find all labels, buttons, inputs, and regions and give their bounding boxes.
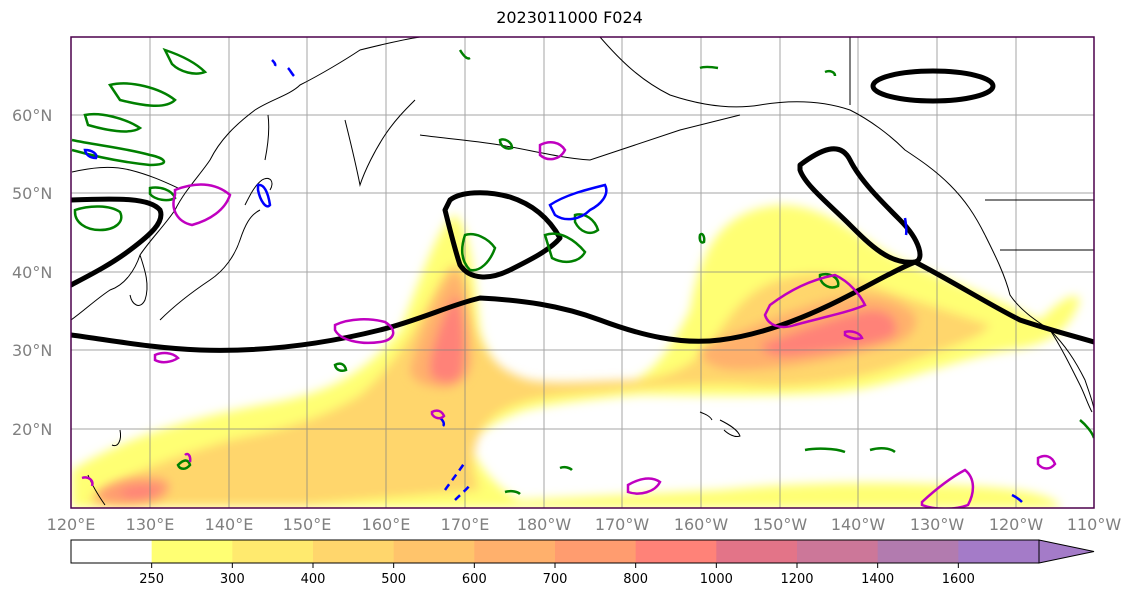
colorbar-segment: [232, 540, 314, 563]
lon-label-140e: 140°E: [205, 515, 254, 534]
colorbar-segment: [474, 540, 556, 563]
lat-label-50n: 50°N: [12, 184, 52, 203]
colorbar-segment: [151, 540, 233, 563]
lon-label-160e: 160°E: [362, 515, 411, 534]
lon-label-120w: 120°W: [989, 515, 1044, 534]
magenta-contours: [81, 141, 1057, 508]
lat-label-20n: 20°N: [12, 420, 52, 439]
colorbar-segment: [71, 540, 153, 563]
lat-label-60n: 60°N: [12, 106, 52, 125]
lon-label-140w: 140°W: [831, 515, 886, 534]
black-contours: [71, 68, 1094, 353]
colorbar-tick-label: 1400: [861, 572, 894, 587]
colorbar-segment: [958, 540, 1040, 563]
coastlines: [71, 37, 1094, 506]
lon-label-130w: 130°W: [910, 515, 965, 534]
colorbar-segment: [716, 540, 798, 563]
colorbar-segment: [313, 540, 395, 563]
colorbar-tick-label: 600: [462, 572, 487, 587]
lon-label-130e: 130°E: [126, 515, 175, 534]
colorbar-segment: [393, 540, 475, 563]
green-contours: [71, 47, 1094, 495]
colorbar-tick-label: 700: [543, 572, 568, 587]
colorbar-tick-label: 500: [381, 572, 406, 587]
colorbar-segment: [797, 540, 879, 563]
colorbar-tick-label: 1000: [700, 572, 733, 587]
colorbar-segment: [635, 540, 717, 563]
colorbar-segment: [877, 540, 959, 563]
latitude-labels: 60°N 50°N 40°N 30°N 20°N: [12, 106, 52, 439]
blue-contours: [83, 59, 1023, 503]
map-title: 2023011000 F024: [496, 8, 643, 27]
colorbar-tick-label: 1200: [780, 572, 813, 587]
colorbar-tick-label: 400: [301, 572, 326, 587]
colorbar-tick-label: 1600: [942, 572, 975, 587]
lon-label-150w: 150°W: [753, 515, 808, 534]
lon-label-180w: 180°W: [517, 515, 572, 534]
colorbar: 250 300 400 500 600 700 800 1000 1200 1400 1600: [70, 539, 1095, 587]
lat-label-40n: 40°N: [12, 263, 52, 282]
lon-label-150e: 150°E: [283, 515, 332, 534]
lon-label-170w: 170°W: [595, 515, 650, 534]
colorbar-tick-label: 250: [139, 572, 164, 587]
colorbar-tick-label: 800: [623, 572, 648, 587]
lon-label-120e: 120°E: [47, 515, 96, 534]
lat-label-30n: 30°N: [12, 341, 52, 360]
longitude-labels: 120°E 130°E 140°E 150°E 160°E 170°E 180°…: [47, 515, 1122, 534]
lon-label-170e: 170°E: [441, 515, 490, 534]
colorbar-segment: [555, 540, 637, 563]
map-frame: [70, 36, 1095, 509]
colorbar-extend-triangle: [1038, 539, 1095, 564]
lon-label-110w: 110°W: [1067, 515, 1122, 534]
lon-label-160w: 160°W: [674, 515, 729, 534]
colorbar-tick-label: 300: [220, 572, 245, 587]
